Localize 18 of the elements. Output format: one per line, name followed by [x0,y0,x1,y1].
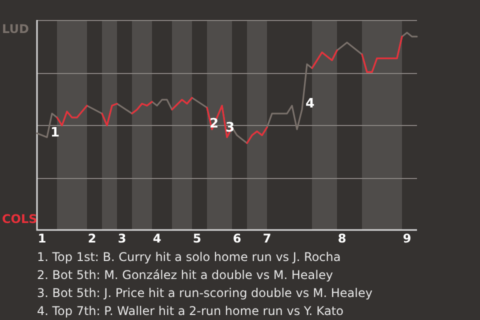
annotation: COLS [2,212,38,226]
x-tick-label: 2 [88,231,96,246]
x-tick-label: 1 [38,231,46,246]
x-tick-label: 8 [338,231,346,246]
text: 1. Top 1st: B. Curry hit a solo home run vs J. Rocha [37,249,342,266]
text: 3. Bot 5th: J. Price hit a run-scoring double vs M. Healey [37,285,374,302]
text: 4. Top 7th: P. Waller hit a 2-run home run vs Y. Kato [37,303,344,320]
x-tick-label: 7 [262,231,272,246]
annotation: 2 [209,116,219,132]
text: 2. Bot 5th: M. González hit a double vs M. Healey [37,267,334,284]
annotation: 4 [305,96,315,112]
x-tick-label: 3 [118,231,126,246]
x-tick-label: 9 [402,231,412,246]
annotation: 1 [50,125,60,140]
text: LUD [2,22,29,36]
x-tick-label: 4 [152,231,162,246]
x-tick-label: 6 [232,231,242,246]
x-tick-label: 5 [192,231,202,246]
